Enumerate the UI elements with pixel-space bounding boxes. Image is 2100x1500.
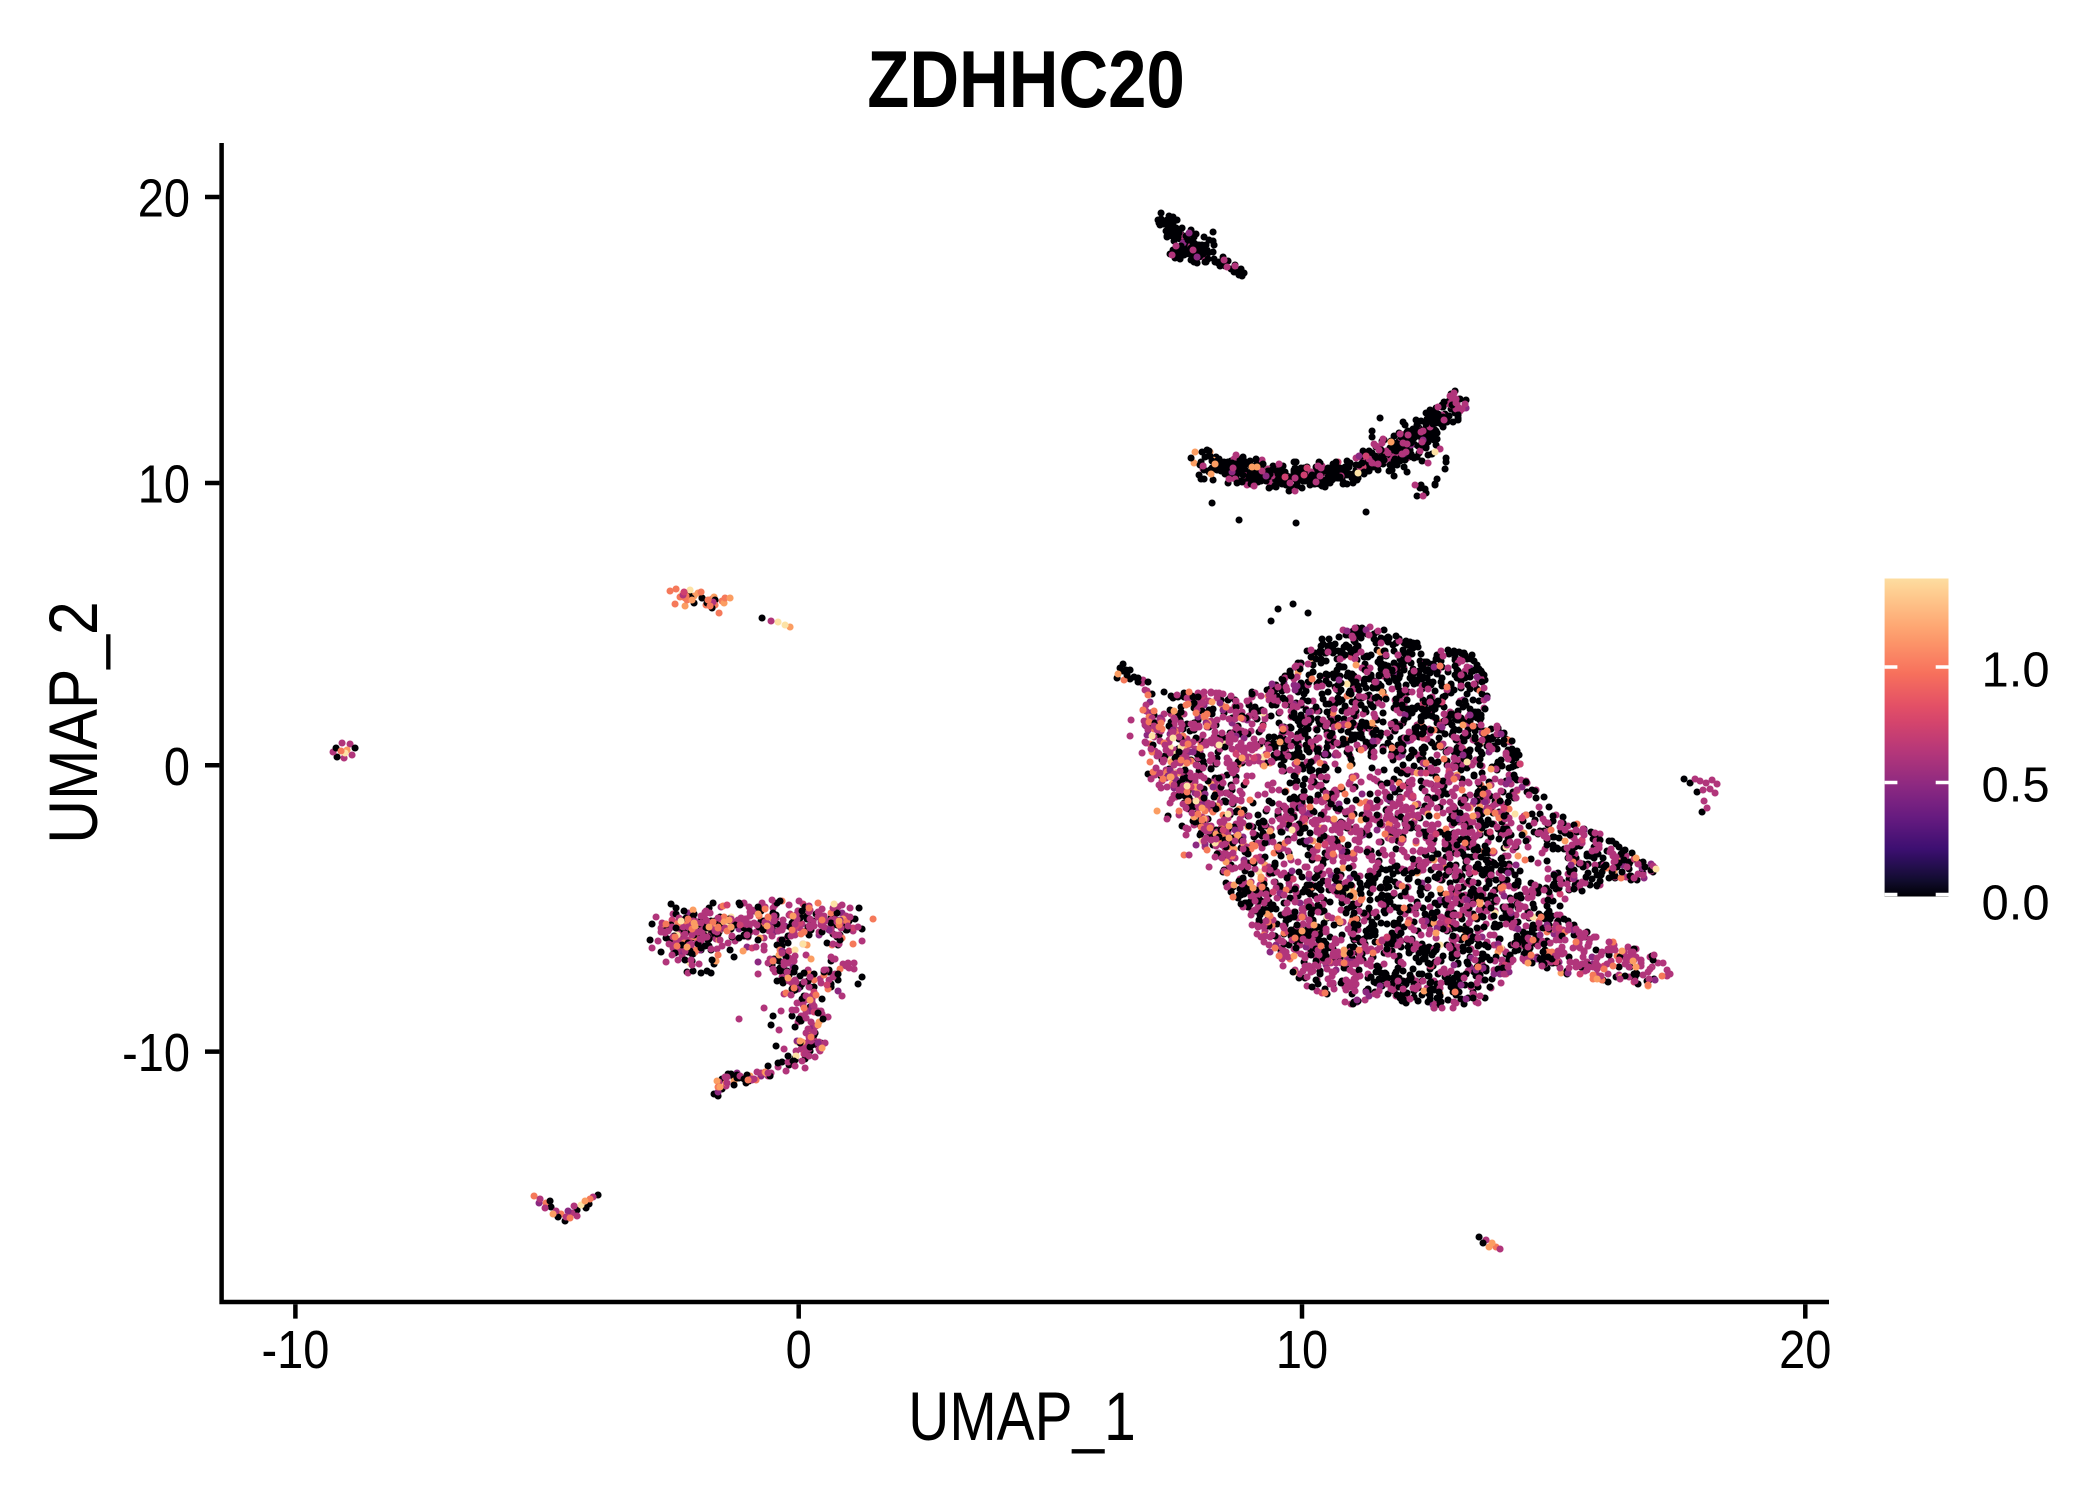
svg-text:UMAP_1: UMAP_1 (908, 1379, 1135, 1455)
svg-text:UMAP_2: UMAP_2 (35, 601, 112, 844)
svg-text:20: 20 (138, 167, 190, 228)
svg-text:0: 0 (786, 1319, 812, 1380)
svg-text:20: 20 (1779, 1319, 1831, 1380)
svg-text:-10: -10 (122, 1022, 190, 1083)
svg-text:0.5: 0.5 (1982, 759, 2050, 813)
svg-text:10: 10 (138, 453, 190, 514)
svg-text:ZDHHC20: ZDHHC20 (867, 34, 1184, 125)
svg-text:-10: -10 (261, 1319, 329, 1380)
svg-text:0: 0 (164, 736, 190, 797)
svg-text:1.0: 1.0 (1982, 644, 2050, 698)
svg-text:0.0: 0.0 (1982, 877, 2050, 931)
svg-text:10: 10 (1276, 1319, 1328, 1380)
